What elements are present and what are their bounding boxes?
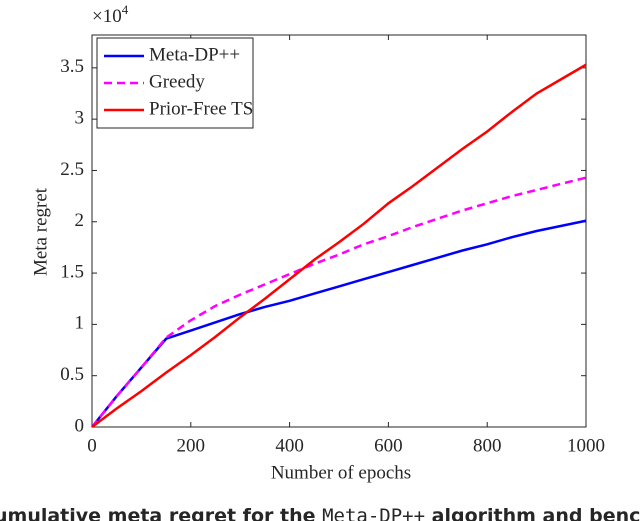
x-axis-label: Number of epochs: [271, 462, 411, 483]
y-tick-label: 0: [75, 415, 85, 436]
y-tick-label: 1.5: [60, 261, 84, 282]
y-tick-label: 3.5: [60, 56, 84, 77]
legend-label: Meta-DP++: [149, 44, 240, 65]
legend-label: Prior-Free TS: [149, 98, 253, 119]
x-tick-label: 200: [177, 435, 206, 456]
x-tick-label: 1000: [567, 435, 605, 456]
caption: umulative meta regret for the Meta-DP++ …: [0, 505, 640, 521]
legend-label: Greedy: [149, 71, 205, 92]
x-tick-label: 800: [473, 435, 502, 456]
y-tick-label: 2: [75, 210, 85, 231]
series-line: [91, 63, 587, 429]
x-tick-label: 400: [275, 435, 304, 456]
y-axis-label: Meta regret: [30, 187, 51, 276]
legend-box: [96, 37, 254, 129]
x-tick-label: 600: [374, 435, 403, 456]
caption-code: Meta-DP++: [322, 505, 425, 521]
series-line: [91, 219, 587, 428]
x-tick-label: 0: [87, 435, 97, 456]
series-line: [91, 176, 587, 428]
caption-lead: umulative meta regret for the: [0, 505, 322, 521]
y-tick-label: 0.5: [60, 364, 84, 385]
caption-rest: algorithm and benchm: [425, 505, 640, 521]
y-multiplier: ×104: [92, 2, 129, 27]
y-tick-label: 1: [75, 313, 85, 334]
y-tick-label: 2.5: [60, 159, 84, 180]
y-multiplier-exponent: 4: [122, 2, 129, 17]
y-tick-label: 3: [75, 108, 85, 129]
y-multiplier-base: ×10: [92, 6, 122, 27]
